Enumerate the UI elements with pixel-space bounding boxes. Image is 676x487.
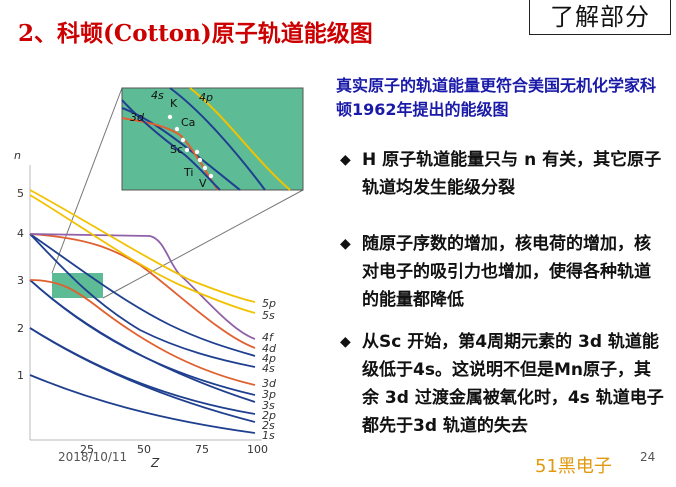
- diamond-bullet-icon: ◆: [340, 236, 351, 252]
- inset-point: [184, 147, 190, 153]
- x-tick-label: 100: [247, 443, 268, 456]
- series-label: 4s: [262, 362, 275, 375]
- inset-point: [194, 149, 200, 155]
- bullet-1: ◆ H 原子轨道能量只与 n 有关，其它原子轨道均发生能级分裂: [340, 146, 665, 202]
- inset-point: [174, 126, 180, 132]
- bullet-3: ◆ 从Sc 开始，第4周期元素的 3d 轨道能级低于4s。这说明不但是Mn原子，…: [340, 328, 665, 440]
- curve-2p: [29, 327, 256, 415]
- inset-label: Ti: [183, 166, 193, 179]
- x-tick-label: 75: [195, 443, 209, 456]
- series-label: 5p: [262, 297, 276, 310]
- inset-point: [208, 173, 214, 179]
- section-badge: 了解部分: [529, 0, 671, 35]
- curve-1s: [29, 374, 256, 434]
- series-label: 1s: [262, 429, 275, 442]
- y-tick-label: 3: [17, 274, 24, 287]
- inset-point: [180, 137, 186, 143]
- inset-label: V: [199, 177, 207, 190]
- zoom-region: [52, 273, 103, 298]
- inset-point: [202, 165, 208, 171]
- zoom-connector-line: [51, 87, 123, 274]
- watermark: 51黑电子: [535, 456, 612, 477]
- diamond-bullet-icon: ◆: [340, 152, 351, 168]
- y-tick-label: 5: [17, 187, 24, 200]
- bullet-2: ◆ 随原子序数的增加，核电荷的增加，核对电子的吸引力也增加，使得各种轨道的能量都…: [340, 230, 665, 314]
- series-label: 3s: [262, 399, 275, 412]
- series-label: 2s: [262, 419, 275, 432]
- curve-4s: [29, 233, 256, 368]
- inset-label: K: [170, 97, 178, 110]
- inset-label: 3d: [130, 111, 145, 124]
- inset-curve-4p-yellow: [189, 87, 291, 191]
- inset-label: 4s: [151, 89, 164, 102]
- y-axis-label: n: [14, 149, 21, 162]
- inset-panel: 4s 4p 3d K Ca Sc Ti V: [121, 87, 304, 191]
- series-label: 4d: [262, 342, 277, 355]
- inset-curve-4p-blue: [169, 87, 266, 191]
- page-title: 2、科顿(Cotton)原子轨道能级图: [18, 20, 373, 47]
- inset-point: [167, 114, 173, 120]
- y-tick-label: 4: [17, 227, 24, 240]
- diamond-bullet-icon: ◆: [340, 334, 351, 350]
- curve-3p: [29, 279, 256, 396]
- x-axis-label: Z: [150, 456, 160, 470]
- zoom-connector-line: [102, 189, 304, 299]
- series-label: 5s: [262, 309, 275, 322]
- series-label: 4p: [262, 352, 276, 365]
- inset-label: Ca: [181, 116, 195, 129]
- curve-4p: [29, 233, 256, 357]
- x-tick-label: 50: [137, 443, 151, 456]
- series-label: 4f: [262, 331, 275, 344]
- series-label: 2p: [262, 409, 276, 422]
- y-tick-label: 1: [17, 369, 24, 382]
- inset-point: [197, 157, 203, 163]
- series-label: 3p: [262, 388, 276, 401]
- inset-curve-3p: [121, 99, 221, 191]
- curve-5p: [29, 189, 256, 303]
- intro-text: 真实原子的轨道能量更符合美国无机化学家科顿1962年提出的能级图: [336, 76, 657, 119]
- series-label: 3d: [262, 377, 277, 390]
- bullet-2-text: 随原子序数的增加，核电荷的增加，核对电子的吸引力也增加，使得各种轨道的能量都降低: [362, 234, 651, 310]
- x-tick-label: 25: [80, 443, 94, 456]
- curve-5s: [29, 194, 256, 314]
- curve-3d: [29, 279, 256, 386]
- footer-date: 2018/10/11: [58, 450, 128, 464]
- inset-label: Sc: [170, 143, 183, 156]
- page-number: 24: [640, 450, 656, 464]
- bullet-1-text: H 原子轨道能量只与 n 有关，其它原子轨道均发生能级分裂: [362, 150, 662, 198]
- bullet-3-text: 从Sc 开始，第4周期元素的 3d 轨道能级低于4s。这说明不但是Mn原子，其余…: [362, 332, 664, 436]
- y-tick-label: 2: [17, 322, 24, 335]
- inset-label: 4p: [199, 91, 213, 104]
